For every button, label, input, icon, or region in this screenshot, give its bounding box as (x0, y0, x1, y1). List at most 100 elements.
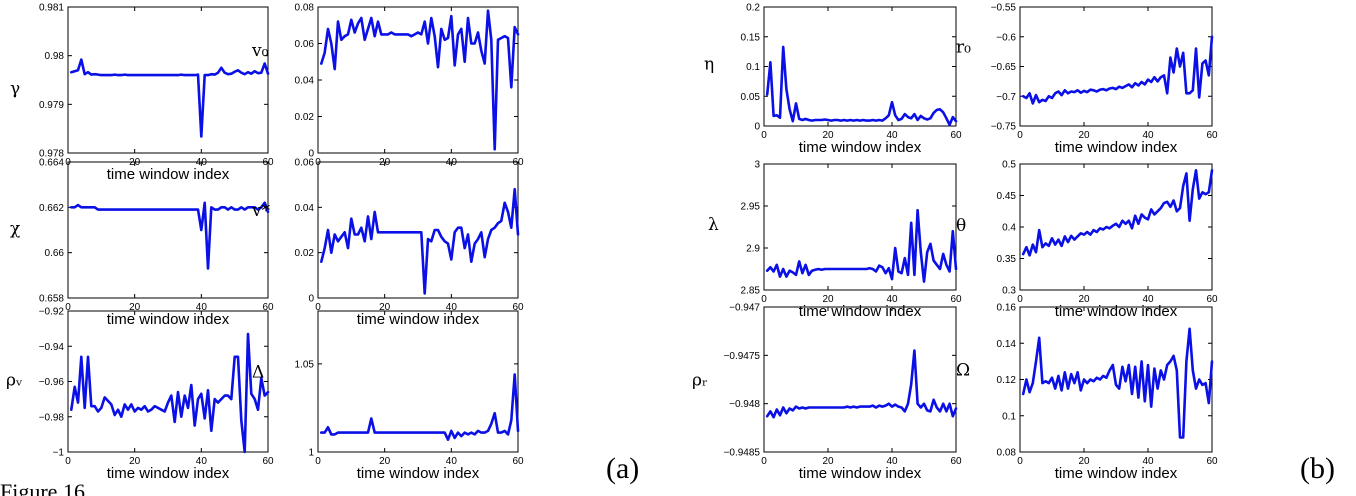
y-axis-label: v₀ (251, 41, 269, 61)
y-tick-label: 0.04 (295, 76, 315, 87)
axes-box (763, 6, 957, 127)
y-axis-label: χ (10, 219, 20, 239)
x-tick-label: 0 (315, 302, 321, 313)
y-tick-label: 0.978 (39, 149, 64, 160)
plots-group: 0 20 40 60 0.978 0.979 0.98 0.981 time window in… (6, 3, 1218, 483)
series-line (1021, 35, 1214, 105)
x-tick-label: 60 (262, 302, 274, 313)
y-tick-label: −0.75 (991, 122, 1017, 133)
panel-label-b: (b) (1300, 452, 1335, 485)
x-tick-label: 40 (446, 302, 458, 313)
x-tick-label: 60 (1206, 130, 1218, 141)
y-tick-label: −0.65 (991, 62, 1017, 73)
y-tick-label: −0.9485 (724, 448, 761, 459)
x-tick-label: 40 (1142, 130, 1154, 141)
x-tick-label: 0 (761, 456, 767, 467)
y-tick-label: −0.7 (996, 92, 1016, 103)
x-axis-label: time window index (799, 465, 922, 482)
x-tick-label: 20 (129, 456, 141, 467)
x-tick-label: 20 (1078, 456, 1090, 467)
x-tick-label: 60 (512, 302, 524, 313)
x-tick-label: 20 (1078, 294, 1090, 305)
y-tick-label: 0.12 (997, 375, 1017, 386)
x-tick-label: 0 (761, 130, 767, 141)
y-tick-label: 0.45 (997, 191, 1017, 202)
x-tick-label: 0 (761, 294, 767, 305)
y-axis-label: v* (251, 201, 271, 221)
y-tick-label: 0.06 (295, 39, 315, 50)
x-tick-label: 60 (1206, 294, 1218, 305)
x-axis-label: time window index (799, 303, 922, 320)
y-tick-label: −0.947 (729, 303, 760, 314)
x-axis-label: time window index (107, 311, 230, 328)
chart-5: 0 20 40 60 0.658 0.66 0.662 0.664 time window in… (10, 158, 274, 329)
x-axis-label: time window index (1055, 139, 1178, 156)
x-axis-label: time window index (1055, 303, 1178, 320)
series-line (70, 201, 270, 270)
figure-caption-fragment: Figure 16 (0, 479, 85, 496)
y-tick-label: 0.5 (1002, 160, 1016, 171)
x-tick-label: 0 (65, 456, 71, 467)
axes-box (317, 161, 519, 299)
x-tick-label: 40 (196, 456, 208, 467)
series-line (319, 373, 520, 442)
x-tick-label: 0 (1017, 130, 1023, 141)
x-tick-label: 40 (886, 456, 898, 467)
axes-box (67, 6, 269, 154)
chart-10: 0 20 40 60 1 1.05 time window index Δ (252, 310, 524, 482)
y-tick-label: −0.9475 (724, 351, 761, 362)
y-tick-label: 0.08 (997, 448, 1017, 459)
x-tick-label: 20 (129, 302, 141, 313)
y-axis-label: Δ (252, 363, 264, 383)
y-tick-label: −1 (53, 448, 65, 459)
y-tick-label: −0.94 (39, 342, 65, 353)
x-tick-label: 0 (1017, 294, 1023, 305)
x-tick-label: 40 (196, 302, 208, 313)
series-line (70, 332, 270, 454)
series-line (319, 9, 520, 151)
x-tick-label: 60 (950, 456, 962, 467)
y-tick-label: 0.04 (295, 203, 315, 214)
y-tick-label: 2.95 (741, 202, 761, 213)
axes-box (67, 161, 269, 299)
y-axis-label: η (704, 55, 714, 75)
y-tick-label: 0.02 (295, 248, 315, 259)
chart-3: 0 20 40 60 0 0.05 0.1 0.15 0.2 time window index η (704, 3, 962, 157)
y-tick-label: −0.96 (39, 377, 65, 388)
y-tick-label: 0.2 (746, 3, 760, 14)
y-tick-label: 0.979 (39, 100, 64, 111)
y-tick-label: 0.08 (295, 3, 315, 14)
y-tick-label: 0.14 (997, 339, 1017, 350)
x-tick-label: 60 (950, 130, 962, 141)
x-tick-label: 40 (886, 130, 898, 141)
x-tick-label: 20 (822, 130, 834, 141)
y-tick-label: 1.05 (295, 359, 315, 370)
x-tick-label: 60 (1206, 456, 1218, 467)
x-axis-label: time window index (107, 465, 230, 482)
x-tick-label: 40 (1142, 294, 1154, 305)
y-tick-label: 0.98 (45, 51, 65, 62)
y-axis-label: r₀ (956, 38, 971, 58)
y-tick-label: 0.15 (741, 32, 761, 43)
x-tick-label: 0 (65, 302, 71, 313)
chart-12: 0 20 40 60 0.08 0.1 0.12 0.14 0.16 time window in… (956, 303, 1218, 483)
y-tick-label: 0.662 (39, 203, 64, 214)
series-line (765, 45, 958, 127)
y-tick-label: 0.664 (39, 158, 64, 169)
x-tick-label: 60 (262, 456, 274, 467)
series-line (765, 208, 958, 283)
y-tick-label: 0.1 (1002, 411, 1016, 422)
x-axis-label: time window index (799, 139, 922, 156)
chart-9: 0 20 40 60 −1 −0.98 −0.96 −0.94 −0.92 time window… (6, 307, 274, 483)
y-tick-label: 0.981 (39, 3, 64, 14)
x-tick-label: 0 (315, 456, 321, 467)
x-axis-label: time window index (357, 311, 480, 328)
series-line (70, 58, 270, 138)
x-tick-label: 60 (950, 294, 962, 305)
y-tick-label: −0.55 (991, 3, 1017, 14)
y-tick-label: 0.02 (295, 112, 315, 123)
chart-7: 0 20 40 60 2.85 2.9 2.95 3 time window index λ (708, 160, 962, 321)
y-tick-label: −0.6 (996, 32, 1016, 43)
